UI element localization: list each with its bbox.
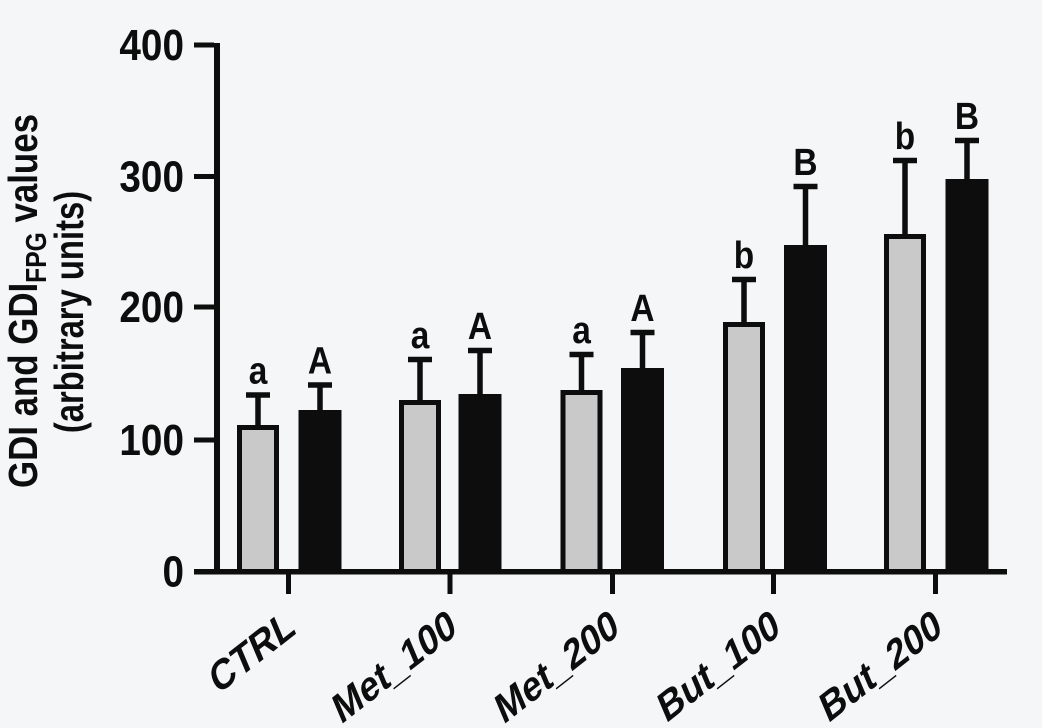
svg-text:400: 400 [119, 20, 184, 70]
svg-text:B: B [793, 141, 817, 183]
svg-text:b: b [734, 234, 754, 276]
svg-text:GDI and GDIFPG values: GDI and GDIFPG values [1, 114, 52, 488]
svg-text:200: 200 [119, 282, 184, 332]
svg-text:A: A [308, 340, 332, 382]
svg-text:a: a [249, 350, 269, 392]
svg-text:a: a [572, 309, 592, 351]
svg-text:300: 300 [119, 151, 184, 201]
svg-text:A: A [468, 305, 492, 347]
svg-text:A: A [630, 287, 654, 329]
svg-text:100: 100 [119, 415, 184, 465]
svg-text:0: 0 [162, 546, 184, 596]
svg-text:B: B [955, 95, 979, 137]
svg-text:(arbitrary units): (arbitrary units) [45, 191, 91, 433]
svg-text:b: b [895, 115, 915, 157]
svg-text:a: a [411, 314, 431, 356]
